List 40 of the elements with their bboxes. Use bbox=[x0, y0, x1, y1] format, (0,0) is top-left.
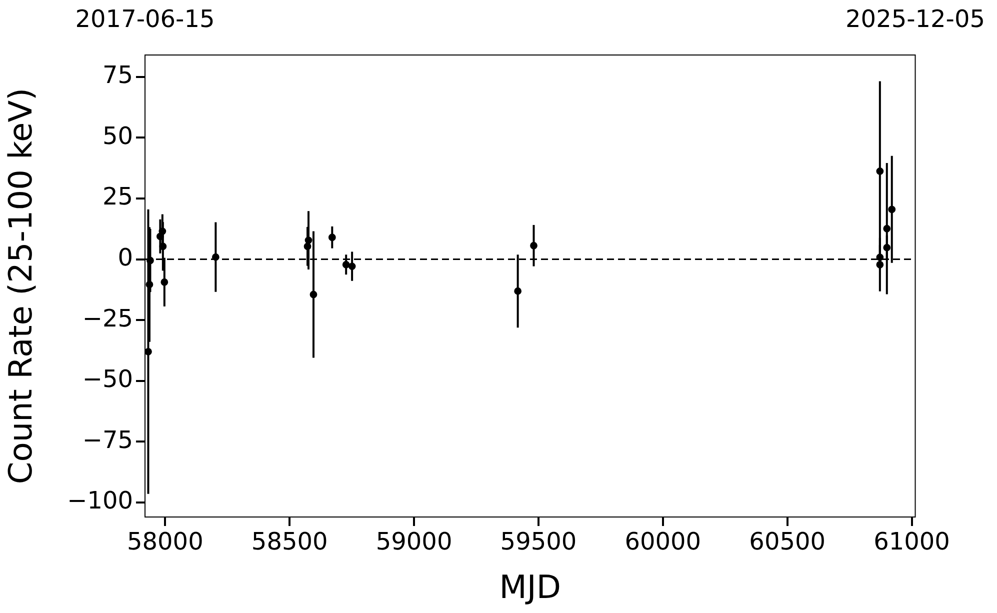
y-tick-label: −25 bbox=[82, 304, 133, 332]
point bbox=[158, 228, 166, 235]
point bbox=[876, 168, 884, 175]
y-axis-title: Count Rate (25-100 keV) bbox=[2, 88, 40, 484]
point bbox=[146, 280, 154, 288]
y-tick-label: 50 bbox=[102, 122, 133, 150]
point bbox=[145, 348, 152, 356]
y-tick-label: 75 bbox=[102, 61, 133, 90]
y-tick-label: −75 bbox=[82, 426, 133, 454]
point bbox=[530, 242, 538, 250]
x-axis-title: MJD bbox=[499, 568, 561, 606]
y-tick-label: −50 bbox=[82, 365, 133, 394]
point bbox=[146, 256, 154, 264]
point bbox=[160, 278, 168, 286]
point bbox=[159, 242, 167, 250]
point bbox=[310, 290, 318, 298]
point bbox=[876, 260, 884, 268]
point bbox=[883, 224, 891, 232]
x-tick-label: 60000 bbox=[624, 528, 702, 556]
point bbox=[348, 262, 356, 270]
point bbox=[876, 254, 884, 262]
y-tick-label: 25 bbox=[102, 182, 133, 211]
x2-tick-label: 2017-06-15 bbox=[75, 4, 215, 33]
point bbox=[328, 234, 336, 242]
point bbox=[304, 236, 312, 244]
point bbox=[514, 287, 522, 295]
x-tick-label: 58500 bbox=[251, 528, 328, 556]
x-tick-label: 60500 bbox=[749, 528, 826, 556]
point bbox=[342, 260, 350, 268]
x2-tick-label: 2025-12-05 bbox=[846, 4, 986, 33]
point bbox=[304, 242, 312, 250]
x-tick-label: 58000 bbox=[126, 528, 204, 556]
y-tick-label: 0 bbox=[118, 243, 133, 272]
x-tick-label: 59500 bbox=[500, 528, 577, 556]
point bbox=[212, 253, 220, 261]
x-tick-label: 59000 bbox=[376, 528, 452, 556]
point bbox=[888, 206, 896, 214]
y-tick-label: −100 bbox=[67, 486, 133, 515]
x-tick-label: 61000 bbox=[874, 528, 950, 556]
point bbox=[883, 244, 891, 252]
